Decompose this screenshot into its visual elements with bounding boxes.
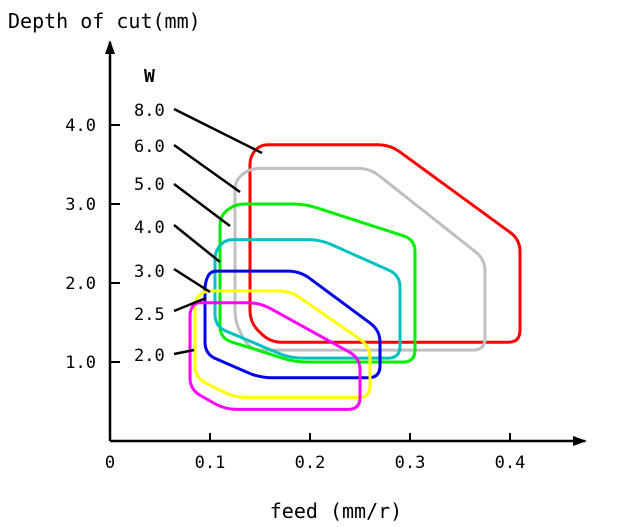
region-label: 2.5	[134, 305, 165, 325]
legend-title: W	[144, 66, 155, 87]
ticks-layer: 0 0.1 0.2 0.3 0.4 1.0 2.0 3.0 4.0	[65, 116, 525, 473]
region-label: 2.0	[134, 346, 165, 366]
y-tick-label: 1.0	[65, 353, 96, 373]
x-tick-label: 0.2	[295, 453, 326, 473]
region-w-4-0	[213, 238, 402, 360]
region-label: 4.0	[134, 218, 165, 238]
regions-layer	[188, 143, 522, 411]
leader-line	[173, 267, 211, 294]
region-label: 6.0	[134, 137, 165, 157]
x-tick-label: 0.4	[495, 453, 526, 473]
leader-line	[173, 183, 231, 227]
y-tick-label: 2.0	[65, 274, 96, 294]
x-axis-title: feed (mm/r)	[270, 499, 402, 523]
leader-line	[173, 224, 221, 263]
region-w-8-0	[248, 143, 522, 344]
leader-line	[173, 107, 263, 155]
y-tick-label: 4.0	[65, 116, 96, 136]
region-w-3-0	[203, 269, 382, 380]
leaders-layer: 8.0 6.0 5.0 4.0 3.0 2.5 2.0	[134, 101, 263, 366]
region-w-2-0	[188, 301, 362, 411]
leader-line	[173, 296, 207, 313]
y-tick-label: 3.0	[65, 195, 96, 215]
region-label: 5.0	[134, 175, 165, 195]
region-w-6-0	[233, 166, 487, 352]
leader-line	[173, 143, 241, 194]
x-tick-label: 0.1	[195, 453, 226, 473]
leader-line	[173, 348, 195, 356]
x-tick-label: 0.3	[395, 453, 426, 473]
x-tick-label: 0	[105, 453, 115, 473]
region-w-2-5	[193, 289, 372, 400]
region-label: 3.0	[134, 262, 165, 282]
region-label: 8.0	[134, 101, 165, 121]
y-axis-title: Depth of cut(mm)	[8, 9, 201, 33]
